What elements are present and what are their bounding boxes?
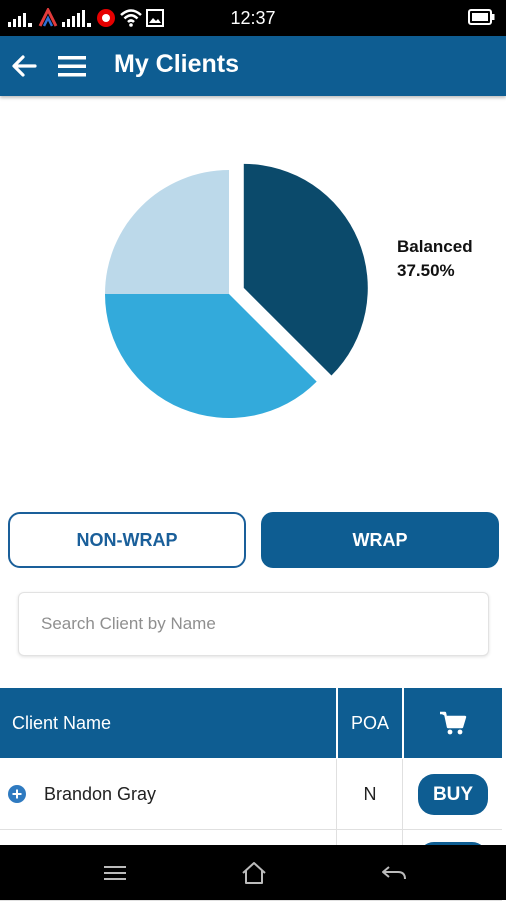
pie-slice-1[interactable] (104, 294, 317, 418)
divider (402, 688, 404, 758)
client-name-cell: Brandon Gray (44, 783, 157, 804)
nav-menu-button[interactable] (101, 859, 129, 887)
pie-slice-2[interactable] (105, 170, 229, 294)
signal-icon (62, 10, 91, 27)
app-bar: My Clients (0, 36, 506, 96)
search-box (18, 592, 489, 656)
cart-icon (440, 711, 467, 735)
wrap-button[interactable]: WRAP (261, 512, 499, 568)
status-bar: 12:37 (0, 0, 506, 36)
divider (402, 759, 403, 829)
battery-icon (468, 8, 496, 31)
expand-row-icon[interactable] (8, 785, 26, 803)
table-row[interactable]: Brandon Gray N BUY (0, 759, 502, 830)
poa-cell: N (363, 783, 377, 804)
network-logo-icon (38, 8, 58, 27)
back-arrow-icon (12, 55, 37, 77)
image-icon (146, 9, 164, 27)
status-time: 12:37 (230, 8, 276, 28)
menu-button[interactable] (56, 52, 88, 80)
system-nav-bar (0, 845, 506, 900)
cart-header-button[interactable] (404, 688, 502, 758)
slice-label-name: Balanced (397, 237, 473, 256)
table-header: Client Name POA (0, 688, 502, 758)
pie-slice-0[interactable] (243, 163, 368, 376)
wifi-icon (120, 9, 142, 27)
divider (336, 688, 338, 758)
menu-icon (104, 866, 126, 880)
nav-home-button[interactable] (240, 859, 268, 887)
portfolio-pie-chart: Balanced 37.50% (0, 96, 506, 496)
non-wrap-button[interactable]: NON-WRAP (8, 512, 246, 568)
back-button[interactable] (10, 52, 38, 80)
slice-label-value: 37.50% (397, 261, 455, 280)
signal-icon (8, 13, 32, 27)
status-icons-left (8, 8, 164, 28)
pie-chart-svg (104, 163, 368, 418)
page-title: My Clients (114, 50, 240, 78)
search-input[interactable] (19, 593, 488, 655)
vodafone-icon (97, 9, 115, 27)
home-icon (242, 862, 266, 884)
column-header-client-name[interactable]: Client Name (12, 712, 112, 733)
buy-button[interactable]: BUY (418, 774, 488, 815)
back-icon (382, 866, 406, 880)
column-header-poa[interactable]: POA (350, 712, 389, 733)
hamburger-menu-icon (58, 56, 86, 77)
divider (336, 759, 337, 829)
nav-back-button[interactable] (380, 859, 408, 887)
